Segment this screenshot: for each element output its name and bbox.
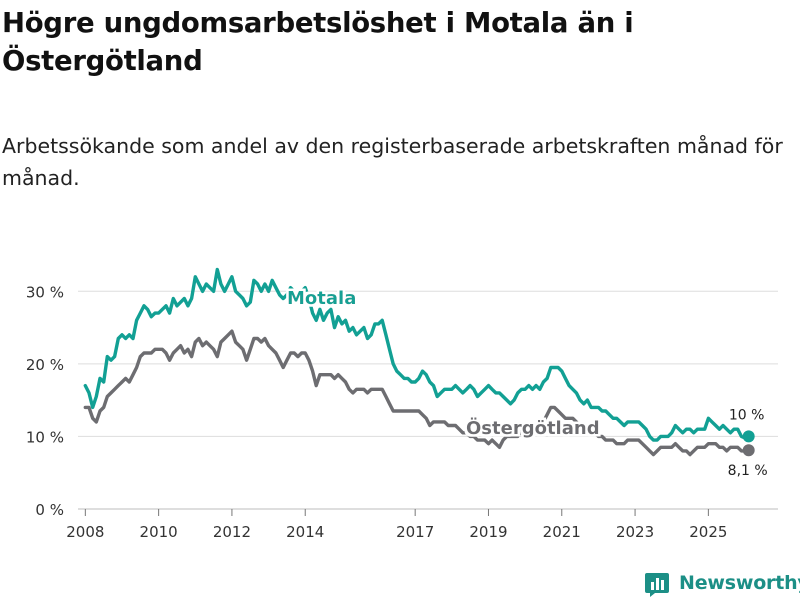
labels: Motala Östergötland 10 % 8,1 % (287, 288, 768, 479)
x-tick-label: 2025 (689, 523, 727, 541)
page-title: Högre ungdomsarbetslöshet i Motala än i … (2, 7, 634, 77)
newsworthy-logo-icon (645, 573, 669, 597)
y-tick-label: 20 % (26, 356, 64, 374)
x-tick-label: 2010 (140, 523, 178, 541)
end-label-ostergotland: 8,1 % (728, 463, 768, 479)
series-end-dot (742, 430, 755, 443)
series-line-östergötland (83, 329, 751, 457)
series-line-motala (83, 267, 751, 442)
x-tick-label: 2017 (396, 523, 434, 541)
axes: 0 % 10 % 20 % 30 % 2008 2010 2012 2014 2017 2019 2… (26, 283, 728, 541)
end-label-motala: 10 % (729, 407, 765, 423)
series-end-dot (742, 444, 755, 457)
series-label-motala: Motala (287, 288, 356, 309)
brand-logo: Newsworthy (645, 568, 800, 598)
x-tick-label: 2008 (66, 523, 104, 541)
x-tick-label: 2023 (616, 523, 654, 541)
y-tick-label: 0 % (35, 501, 64, 519)
series-lines (83, 267, 755, 457)
brand-name: Newsworthy (679, 572, 800, 594)
x-tick-label: 2019 (469, 523, 507, 541)
x-tick-label: 2012 (213, 523, 251, 541)
x-tick-label: 2014 (286, 523, 324, 541)
x-tick-label: 2021 (543, 523, 581, 541)
gridlines (78, 290, 778, 510)
series-label-ostergotland: Östergötland (466, 417, 600, 439)
y-tick-label: 10 % (26, 428, 64, 446)
page-subtitle: Arbetssökande som andel av den registerb… (2, 134, 783, 190)
y-tick-label: 30 % (26, 283, 64, 301)
